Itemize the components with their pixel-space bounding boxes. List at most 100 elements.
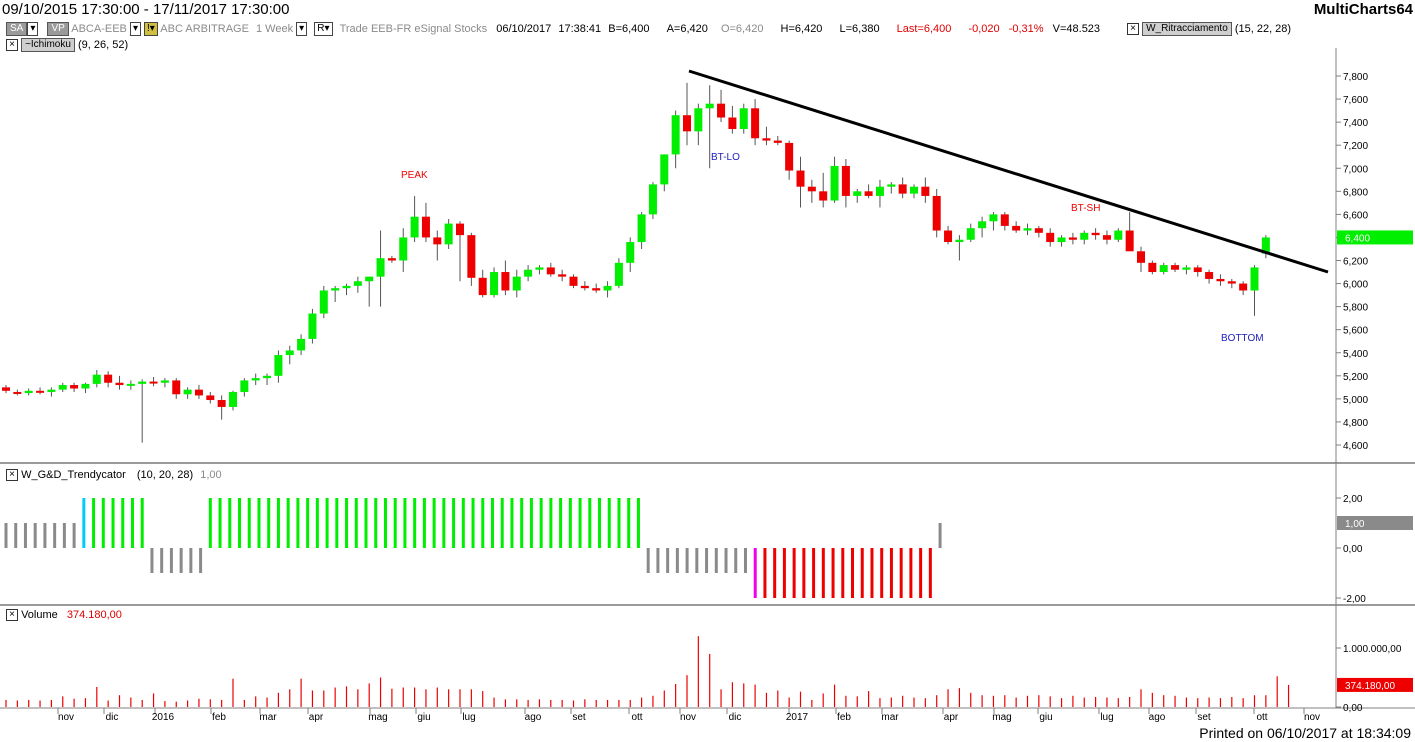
candle [989,214,998,222]
close-icon[interactable]: × [1127,23,1139,35]
candle [433,237,442,245]
candle [558,274,567,277]
price-tick-label: 7,400 [1343,118,1368,129]
time-tick-label: giu [1039,712,1052,723]
candle [1046,232,1055,243]
candle [864,191,873,196]
candle [1137,251,1145,263]
candle [92,374,101,384]
time-tick-label: ott [1256,712,1267,723]
close-icon[interactable]: × [6,469,18,482]
sa-button[interactable]: SA [6,22,28,36]
time-tick-label: ott [631,712,642,723]
time-tick-label: 2017 [786,712,809,723]
sa-dropdown-icon[interactable]: ▾ [27,22,39,36]
candle [671,115,680,155]
candle [490,272,499,296]
indicator-tick-label: -2,00 [1343,594,1366,605]
candle [297,338,306,351]
candle [24,390,33,394]
candle [966,228,975,240]
candle [944,230,953,243]
candle [467,235,476,278]
high-value: H=6,420 [780,22,823,35]
candle [705,103,714,109]
candle [1193,267,1202,273]
candle [1227,281,1236,284]
pane-separator[interactable] [0,462,1415,464]
time-tick-label: mar [881,712,899,723]
candle [365,276,374,282]
price-tick-label: 7,600 [1343,95,1368,106]
candle [1125,230,1134,252]
last-value: Last=6,400 [896,22,952,35]
candle [240,380,249,392]
candle [921,186,930,196]
time-tick-label: feb [837,712,851,723]
indicator-name[interactable]: W_G&D_Trendycator [21,469,126,481]
volume-value: V=48.523 [1052,22,1101,35]
candle [478,277,487,296]
price-tick-label: 5,600 [1343,326,1368,337]
last-price-label: 6,400 [1345,233,1370,244]
close-icon[interactable]: × [6,609,18,622]
symbol-dropdown-icon[interactable]: ▾ [129,22,141,36]
candle [955,239,964,243]
volume-axis: 1.000.000,00 0,00 374.180,00 [1336,644,1413,714]
indicator-params: (10, 20, 28) [136,469,194,481]
candle [58,385,67,390]
quote-date: 06/10/2017 [496,22,552,35]
candle [762,138,771,141]
candle [524,269,533,277]
ritracciamento-label[interactable]: W_Ritracciamento [1142,22,1232,36]
indicator-tick-label: 0,00 [1343,544,1363,555]
trendline[interactable] [688,69,1329,274]
candle [569,276,578,286]
volume-last-badge [1337,677,1413,692]
alert-icon[interactable]: !▾ [144,22,158,36]
candle [331,288,340,291]
candle [410,216,419,238]
volume-name[interactable]: Volume [21,609,58,621]
candle [308,313,317,339]
symbol-label[interactable]: ABCA-EEB [71,22,127,35]
price-tick-label: 7,200 [1343,141,1368,152]
candle [1182,267,1191,270]
candle [807,186,816,192]
candle [932,195,941,231]
candle [183,389,192,395]
change-pct-value: -0,31% [1008,22,1044,35]
interval-label[interactable]: 1 Week [256,22,294,35]
time-tick-label: apr [944,712,959,723]
last-price-badge [1337,230,1413,245]
candle [694,108,703,132]
candle [1148,262,1157,273]
vp-button[interactable]: VP [47,22,69,36]
candle [1171,265,1180,270]
r-button[interactable]: R▾ [314,22,333,36]
candle [898,184,907,194]
ichimoku-label[interactable]: ~Ichimoku [21,38,75,52]
time-tick-label: nov [1304,712,1320,723]
candle [751,108,760,139]
change-value: -0,020 [968,22,1000,35]
candle [796,170,805,187]
candle [592,288,601,291]
candle [717,103,726,118]
candle [728,117,737,130]
candle [126,383,135,386]
candle [1000,214,1009,226]
interval-dropdown-icon[interactable]: ▾ [296,22,308,36]
candle [1034,228,1043,233]
candle [399,237,408,261]
candle [978,221,987,229]
pane-separator[interactable] [0,604,1415,606]
candlestick-series [2,82,1270,443]
candle [785,142,794,171]
time-tick-label: mag [992,712,1011,723]
candle [875,186,884,196]
trendline-layer[interactable] [688,69,1329,274]
candle [70,385,79,389]
close-icon[interactable]: × [6,39,18,51]
